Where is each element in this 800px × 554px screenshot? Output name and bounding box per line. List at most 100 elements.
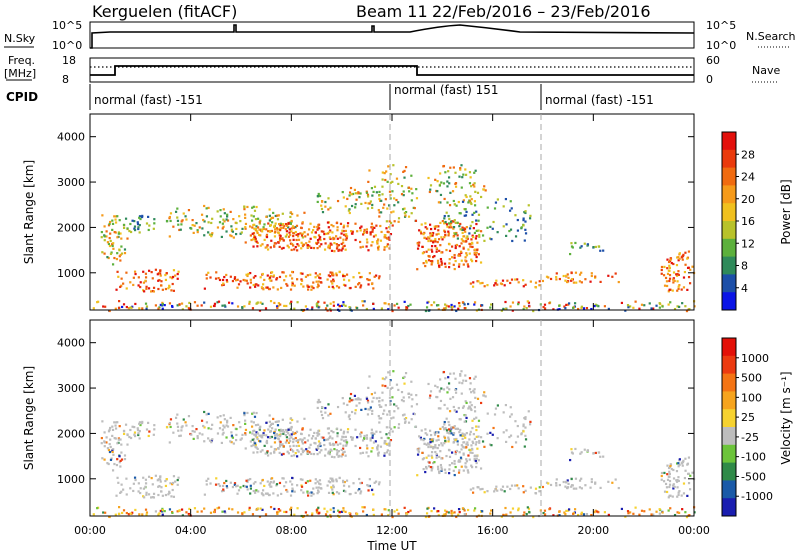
velocity-cell bbox=[469, 382, 472, 385]
power-cell bbox=[171, 282, 174, 286]
power-cell bbox=[379, 224, 382, 228]
velocity-cell bbox=[438, 444, 441, 447]
power-cell bbox=[451, 190, 455, 193]
power-cell bbox=[300, 278, 303, 281]
velocity-cell bbox=[393, 426, 396, 429]
power-cell bbox=[504, 300, 507, 304]
velocity-cell bbox=[445, 429, 449, 432]
x-tick-label: 00:00 bbox=[678, 524, 710, 537]
velocity-cell bbox=[211, 438, 214, 441]
power-cell bbox=[359, 240, 362, 244]
power-cell bbox=[174, 210, 178, 213]
power-cell bbox=[590, 272, 593, 275]
power-cell bbox=[366, 278, 369, 281]
power-cell bbox=[291, 225, 294, 228]
velocity-cell bbox=[514, 420, 517, 423]
velocity-cell bbox=[278, 445, 282, 448]
power-cell bbox=[315, 280, 318, 283]
power-cell bbox=[461, 301, 465, 304]
power-cell bbox=[545, 275, 549, 278]
velocity-cell bbox=[477, 486, 480, 489]
power-cell bbox=[453, 267, 456, 271]
power-cell bbox=[357, 283, 360, 286]
velocity-cell bbox=[171, 511, 174, 514]
power-cell bbox=[294, 246, 297, 249]
power-cell bbox=[260, 228, 264, 231]
power-cell bbox=[593, 304, 596, 308]
velocity-cell bbox=[338, 476, 341, 480]
power-cell bbox=[460, 164, 463, 167]
velocity-cell bbox=[688, 488, 692, 491]
velocity-cell bbox=[165, 478, 168, 481]
power-cell bbox=[678, 252, 681, 255]
power-cell bbox=[409, 303, 412, 306]
power-cell bbox=[453, 232, 456, 235]
velocity-cell bbox=[318, 400, 322, 404]
power-cell bbox=[320, 199, 324, 203]
power-cell bbox=[524, 228, 527, 231]
velocity-cell bbox=[352, 398, 355, 402]
power-cell bbox=[330, 280, 333, 283]
power-cell bbox=[421, 245, 424, 248]
power-cell bbox=[349, 286, 352, 290]
velocity-cell bbox=[509, 511, 512, 514]
power-cell bbox=[138, 215, 142, 218]
velocity-cell bbox=[290, 436, 293, 439]
power-cell bbox=[505, 234, 508, 238]
power-cell bbox=[216, 226, 220, 229]
power-cell bbox=[441, 219, 444, 223]
velocity-cell bbox=[335, 491, 339, 494]
nsearch-tick-top: 10^5 bbox=[706, 19, 736, 32]
power-cell bbox=[330, 223, 333, 227]
power-cell bbox=[166, 220, 169, 223]
power-cell bbox=[479, 261, 483, 264]
power-cell bbox=[343, 244, 346, 247]
velocity-cell bbox=[410, 418, 413, 421]
velocity-cell bbox=[252, 429, 255, 433]
power-cell bbox=[332, 225, 335, 228]
velocity-cell bbox=[447, 511, 450, 514]
velocity-cell bbox=[335, 441, 338, 444]
power-cell bbox=[276, 218, 280, 221]
velocity-cell bbox=[381, 391, 384, 394]
velocity-cell bbox=[338, 454, 341, 457]
power-cell bbox=[318, 276, 321, 279]
velocity-cell bbox=[171, 481, 175, 485]
velocity-cell bbox=[594, 509, 597, 512]
velocity-cell bbox=[120, 443, 123, 446]
velocity-cell bbox=[449, 426, 453, 429]
power-cell bbox=[282, 226, 285, 229]
velocity-cell bbox=[335, 480, 338, 483]
velocity-cell bbox=[201, 433, 204, 436]
power-cell bbox=[662, 274, 666, 277]
power-cell bbox=[438, 249, 441, 252]
power-cell bbox=[134, 272, 137, 276]
velocity-cell bbox=[684, 457, 687, 460]
power-cell bbox=[260, 286, 264, 289]
y-tick-label: 2000 bbox=[57, 427, 85, 440]
power-cell bbox=[129, 230, 133, 234]
power-cell bbox=[365, 307, 368, 311]
velocity-cell bbox=[435, 453, 438, 456]
power-cell bbox=[350, 204, 354, 208]
power-cell bbox=[376, 242, 379, 245]
power-cell bbox=[360, 275, 363, 279]
power-cell bbox=[288, 231, 291, 234]
velocity-cell bbox=[424, 432, 427, 435]
power-cell bbox=[203, 220, 206, 223]
velocity-cell bbox=[126, 433, 129, 436]
velocity-cell bbox=[255, 508, 258, 511]
velocity-cell bbox=[590, 513, 593, 517]
velocity-cell bbox=[138, 421, 142, 424]
power-cell bbox=[187, 306, 190, 310]
velocity-cell bbox=[249, 477, 252, 481]
power-cell bbox=[567, 276, 570, 279]
velocity-cell bbox=[344, 510, 347, 513]
power-cell bbox=[203, 234, 206, 237]
frequency-panel: Freq. [MHz] 18 8 60 0 Nave bbox=[4, 54, 780, 86]
velocity-cell bbox=[310, 491, 313, 494]
velocity-cell bbox=[266, 480, 269, 483]
velocity-cell bbox=[327, 403, 330, 406]
velocity-cell bbox=[428, 396, 431, 400]
velocity-cell bbox=[397, 423, 401, 426]
